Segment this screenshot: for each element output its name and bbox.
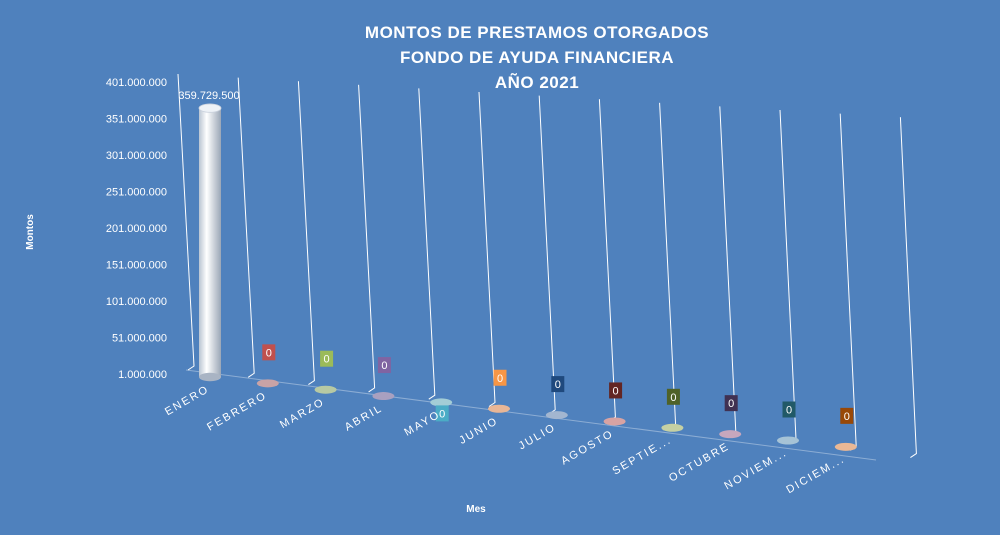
y-tick-label: 201.000.000: [106, 223, 167, 235]
x-tick-label: MARZO: [278, 396, 327, 431]
bar-5: [488, 404, 510, 413]
gridline: [839, 113, 857, 451]
y-tick-label: 1.000.000: [118, 369, 167, 381]
bar-6: [545, 411, 568, 420]
gridline: [598, 99, 616, 422]
title-line: MONTOS DE PRESTAMOS OTORGADOS: [365, 23, 709, 42]
x-tick-label: JUNIO: [457, 415, 500, 447]
data-label-group: 0: [666, 388, 680, 405]
data-label-group: 0: [782, 401, 796, 418]
bar-3: [372, 392, 395, 401]
title-line: FONDO DE AYUDA FINANCIERA: [400, 48, 674, 67]
bar-10: [777, 436, 799, 445]
chart-title: MONTOS DE PRESTAMOS OTORGADOS FONDO DE AY…: [365, 23, 709, 92]
gridline: [659, 102, 677, 429]
data-label: 0: [266, 347, 272, 359]
x-tick-label: MAYO: [402, 409, 442, 439]
data-label-group: 0: [320, 350, 334, 367]
x-tick-label: DICIEM...: [784, 453, 847, 496]
x-tick-label: NOVIEM...: [722, 447, 789, 493]
gridline: [719, 106, 737, 437]
y-tick-label: 301.000.000: [106, 150, 167, 162]
title-line: AÑO 2021: [495, 72, 579, 92]
data-label: 359.729.500: [178, 90, 239, 102]
bar-4: [430, 398, 453, 407]
gridline: [899, 117, 917, 459]
data-label: 0: [670, 392, 676, 404]
bar-9: [719, 430, 742, 439]
y-tick-label: 101.000.000: [106, 296, 167, 308]
gridline: [478, 91, 496, 407]
data-label-group: 0: [724, 395, 738, 412]
data-label-group: 0: [493, 369, 507, 386]
data-labels: 359.729.500 0 0 0 0 0 0 0 0 0 0 0: [178, 90, 854, 424]
data-label: 0: [844, 411, 850, 423]
gridline: [237, 77, 255, 378]
x-tick-label: ABRIL: [343, 402, 385, 433]
gridline: [538, 95, 556, 415]
bars: [198, 103, 857, 451]
x-tick-label: ENERO: [163, 383, 212, 418]
bar-7: [603, 417, 626, 426]
gridline: [418, 88, 436, 400]
x-tick-label: SEPTIE...: [610, 434, 673, 478]
bar-11: [834, 442, 857, 451]
data-label: 0: [613, 385, 619, 397]
data-label: 0: [786, 405, 792, 417]
data-label-group: 0: [377, 357, 391, 374]
gridline: [297, 81, 315, 386]
y-axis-ticks: 1.000.000 51.000.000 101.000.000 151.000.00…: [106, 77, 167, 381]
gridlines: [177, 73, 917, 461]
data-label-group: 0: [435, 405, 449, 422]
bar-2: [314, 385, 337, 394]
gridline: [779, 109, 797, 444]
x-tick-label: FEBRERO: [205, 390, 269, 434]
data-label: 0: [439, 408, 445, 420]
bar-1: [256, 379, 279, 388]
data-label-group: 0: [840, 407, 854, 424]
y-tick-label: 351.000.000: [106, 114, 167, 126]
data-label: 0: [555, 379, 561, 391]
data-label: 0: [497, 373, 503, 385]
data-label-group: 0: [262, 344, 276, 361]
bar-0: [198, 103, 222, 382]
x-axis-title: Mes: [466, 504, 486, 515]
y-tick-label: 151.000.000: [106, 260, 167, 272]
x-tick-label: JULIO: [517, 421, 559, 452]
data-label-group: 0: [551, 376, 565, 393]
x-tick-label: OCTUBRE: [667, 440, 732, 484]
y-tick-label: 251.000.000: [106, 187, 167, 199]
x-tick-label: AGOSTO: [559, 428, 616, 468]
gridline: [358, 84, 376, 393]
data-label-group: 0: [609, 382, 623, 399]
y-tick-label: 401.000.000: [106, 77, 167, 89]
data-label: 0: [324, 354, 330, 366]
y-axis-title: Montos: [25, 214, 36, 250]
gridline: [177, 73, 195, 371]
floor-line: [185, 369, 877, 461]
data-label: 0: [728, 398, 734, 410]
bar-8: [661, 423, 684, 432]
y-tick-label: 51.000.000: [112, 333, 167, 345]
data-label: 0: [381, 360, 387, 372]
